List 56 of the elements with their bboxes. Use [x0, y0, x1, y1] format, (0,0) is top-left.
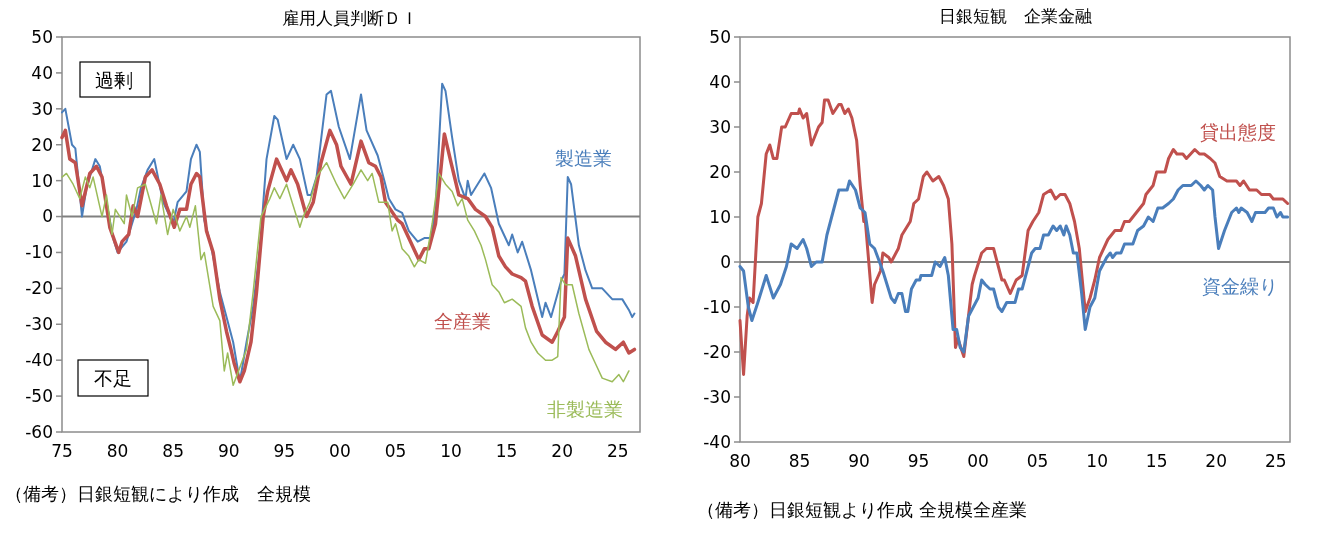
y-tick-label: -20 [25, 278, 53, 299]
y-tick-label: -40 [703, 431, 731, 452]
text: （備考）日銀短観により作成 全規模 [5, 483, 311, 505]
series-label: 資金繰り [1202, 275, 1278, 297]
x-tick-label: 25 [1264, 451, 1287, 471]
x-tick-label: 25 [606, 441, 629, 461]
x-tick-label: 10 [1086, 451, 1108, 471]
annotation: 不足 [94, 366, 132, 389]
x-tick-label: 85 [162, 441, 184, 461]
y-tick-label: 20 [709, 161, 731, 182]
y-tick-label: 50 [709, 26, 731, 47]
y-tick-label: 0 [720, 251, 731, 272]
x-tick-label: 80 [729, 451, 751, 471]
y-tick-label: -10 [703, 296, 731, 317]
y-tick-label: 0 [42, 206, 53, 227]
y-tick-label: -50 [25, 386, 53, 407]
x-tick-label: 95 [273, 441, 296, 461]
series-label: 製造業 [554, 147, 612, 169]
chart-title: 日銀短観 企業金融 [938, 6, 1092, 26]
x-tick-label: 05 [1026, 451, 1049, 471]
x-tick-label: 75 [51, 441, 73, 461]
x-tick-label: 15 [495, 441, 518, 461]
x-tick-label: 00 [329, 441, 351, 461]
y-tick-label: 40 [31, 62, 53, 83]
x-tick-label: 20 [1205, 451, 1228, 471]
line-series [738, 179, 1290, 354]
chart-title: 雇用人員判断ＤＩ [282, 8, 418, 28]
line-series [738, 98, 1290, 376]
x-tick-label: 85 [788, 451, 811, 471]
text: 全産業 [433, 310, 491, 332]
text: （備考）日銀短観より作成 全規模全産業 [697, 499, 1027, 521]
y-tick-label: 50 [31, 26, 53, 47]
y-tick-label: -60 [25, 421, 53, 442]
y-tick-label: -30 [25, 314, 53, 335]
y-tick-label: -40 [25, 350, 53, 371]
series-label: 非製造業 [547, 398, 623, 420]
y-tick-label: 30 [709, 116, 731, 137]
y-tick-label: 30 [31, 98, 53, 119]
y-tick-label: -30 [703, 386, 731, 407]
annotation: 過剰 [95, 68, 133, 91]
x-tick-label: 90 [848, 451, 870, 471]
x-tick-label: 15 [1145, 451, 1168, 471]
x-tick-label: 90 [217, 441, 240, 461]
x-tick-label: 95 [907, 451, 930, 471]
x-tick-label: 10 [440, 441, 462, 461]
y-tick-label: 10 [31, 170, 53, 191]
x-tick-label: 20 [551, 441, 574, 461]
series-label: 貸出態度 [1200, 121, 1276, 143]
y-tick-label: 40 [709, 71, 731, 92]
y-tick-label: 10 [709, 206, 731, 227]
y-tick-label: -20 [703, 341, 731, 362]
x-tick-label: 80 [106, 441, 129, 461]
x-tick-label: 05 [384, 441, 407, 461]
y-tick-label: -10 [25, 242, 53, 263]
x-tick-label: 00 [967, 451, 989, 471]
y-tick-label: 20 [31, 134, 53, 155]
